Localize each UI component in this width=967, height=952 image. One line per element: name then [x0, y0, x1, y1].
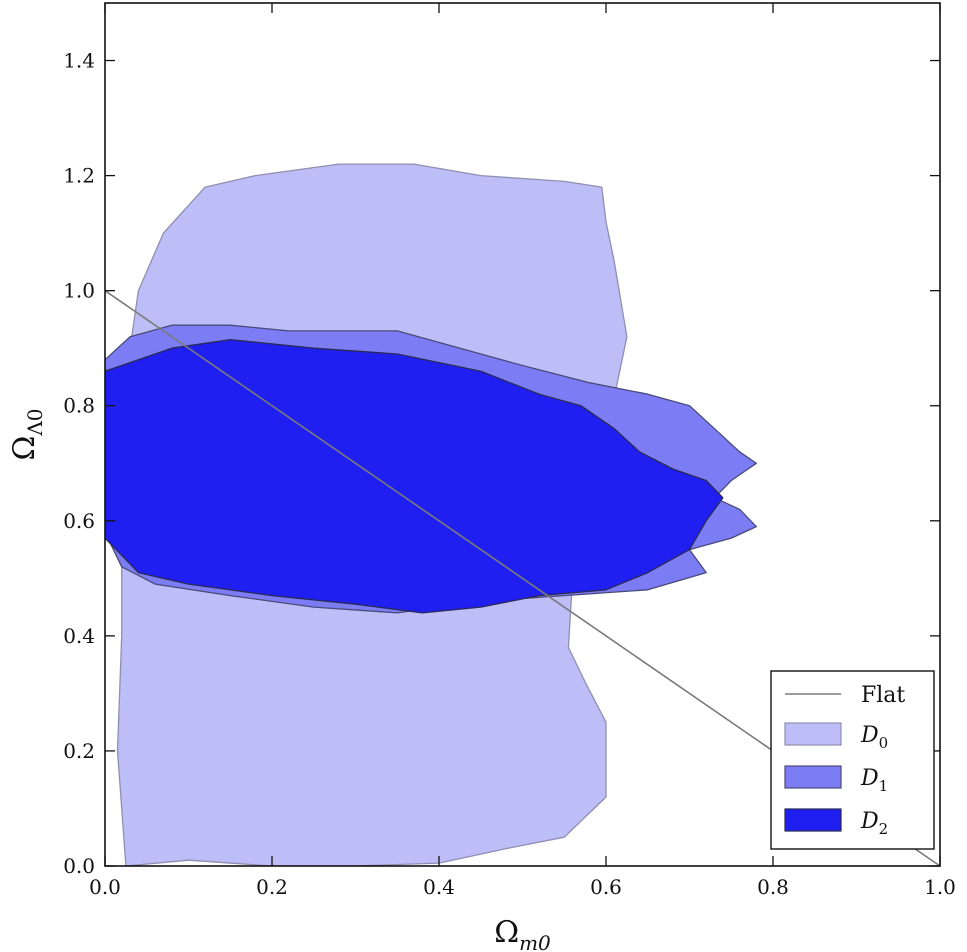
y-tick-label: 1.4 [63, 49, 95, 73]
x-tick-label: 1.0 [924, 875, 956, 899]
y-tick-label: 0.8 [63, 394, 95, 418]
legend-flat-label: Flat [861, 683, 905, 708]
x-tick-label: 0.2 [256, 875, 288, 899]
legend: Flat D0 D1 D2 [770, 670, 935, 850]
y-tick-label: 0.2 [63, 739, 95, 763]
x-tick-label: 0.6 [590, 875, 622, 899]
plot-frame [104, 2, 941, 867]
legend-label-0: D0 [860, 723, 888, 752]
legend-label-2: D2 [860, 809, 888, 838]
y-tick-label: 1.2 [63, 164, 95, 188]
y-axis-label: ΩΛ0 [7, 408, 47, 460]
contour-layer [105, 163, 757, 866]
y-tick-label: 0.4 [63, 624, 95, 648]
x-tick-label: 0.4 [423, 875, 455, 899]
y-tick-label: 1.0 [63, 279, 95, 303]
x-axis-label: Ωm0 [494, 915, 551, 952]
contour-d2 [105, 338, 724, 614]
legend-swatch-1 [784, 765, 842, 789]
y-tick-label: 0.0 [63, 854, 95, 878]
tick-label-layer: 0.0 0.2 0.4 0.6 0.8 1.0 0.0 0.2 0.4 0.6 0.8 1.0 1.2 1… [63, 49, 956, 899]
legend-label-1: D1 [860, 766, 888, 795]
x-tick-label: 0.8 [757, 875, 789, 899]
x-tick-label: 0.0 [89, 875, 121, 899]
legend-swatch-0 [784, 722, 842, 746]
y-tick-label: 0.6 [63, 509, 95, 533]
legend-swatch-2 [784, 808, 842, 832]
tick-layer [104, 3, 941, 867]
